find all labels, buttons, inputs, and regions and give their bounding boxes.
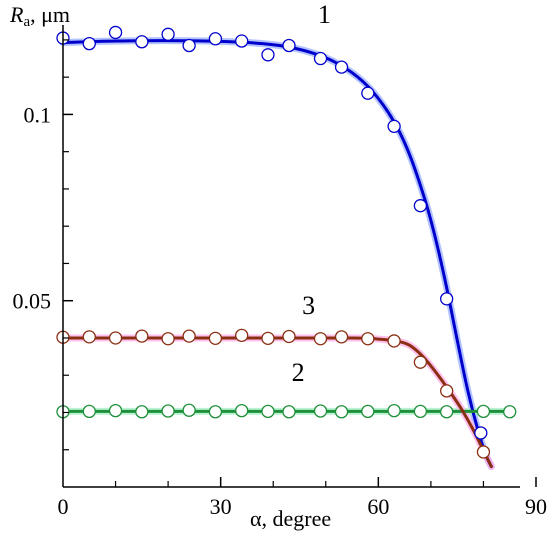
series-3-glow bbox=[59, 334, 495, 471]
series-3-point-10 bbox=[313, 332, 328, 346]
series-3-point-13 bbox=[387, 334, 401, 348]
series-2-label: 2 bbox=[292, 358, 305, 387]
data-points bbox=[56, 25, 517, 459]
series-3-point-8 bbox=[261, 331, 275, 345]
series-1-label: 1 bbox=[318, 0, 331, 29]
series-1-point-3 bbox=[135, 35, 149, 49]
series-3-point-5 bbox=[182, 329, 196, 343]
curve-glow-layer bbox=[59, 37, 514, 471]
x-axis-title: α, degree bbox=[250, 506, 331, 531]
series-3-point-6 bbox=[208, 331, 223, 345]
series-2-point-10 bbox=[313, 404, 328, 418]
series-2-point-3 bbox=[135, 405, 149, 419]
series-1-point-9 bbox=[282, 38, 296, 53]
series-2-point-7 bbox=[235, 403, 249, 418]
series-1-point-12 bbox=[361, 86, 375, 100]
series-3-point-9 bbox=[282, 329, 296, 344]
curve-labels: 1 2 3 bbox=[292, 0, 331, 387]
y-axis-title-sub: a bbox=[23, 14, 30, 30]
y-axis-title: Ra, μm bbox=[9, 2, 70, 30]
series-3-point-7 bbox=[235, 328, 249, 343]
y-tick-label-0.05: 0.05 bbox=[13, 289, 52, 314]
ticks: 0 30 60 90 0.05 0.1 bbox=[13, 39, 547, 519]
series-3-curve bbox=[61, 336, 493, 469]
series-3-point-15 bbox=[440, 384, 454, 398]
series-1-curve bbox=[61, 39, 493, 469]
series-2-point-12 bbox=[361, 404, 375, 419]
series-1-point-6 bbox=[208, 32, 223, 46]
x-tick-label-0: 0 bbox=[58, 494, 69, 519]
series-3-label: 3 bbox=[302, 291, 315, 320]
y-axis-title-unit: , μm bbox=[30, 2, 70, 27]
series-1-point-11 bbox=[334, 60, 349, 74]
series-2-point-13 bbox=[387, 403, 401, 418]
series-1-point-15 bbox=[440, 292, 454, 306]
x-tick-label-90: 90 bbox=[525, 494, 547, 519]
y-tick-label-0.1: 0.1 bbox=[24, 102, 52, 127]
series-1-point-4 bbox=[161, 27, 175, 41]
series-1-point-7 bbox=[235, 34, 249, 48]
series-3-point-16 bbox=[476, 445, 491, 459]
series-1-point-10 bbox=[313, 51, 328, 66]
y-axis-title-main: R bbox=[9, 2, 24, 27]
series-3-point-2 bbox=[108, 331, 123, 345]
series-2-point-5 bbox=[182, 403, 196, 417]
series-2-point-8 bbox=[261, 404, 275, 419]
series-1-point-13 bbox=[387, 119, 401, 133]
series-2-point-17 bbox=[503, 405, 517, 419]
series-1-point-14 bbox=[413, 199, 428, 213]
series-2-point-9 bbox=[282, 405, 296, 419]
series-1-point-1 bbox=[82, 36, 96, 51]
axes bbox=[62, 25, 520, 488]
series-3-point-3 bbox=[135, 329, 149, 343]
x-tick-label-30: 30 bbox=[210, 494, 232, 519]
series-2-point-4 bbox=[161, 404, 175, 418]
series-3-point-4 bbox=[161, 332, 175, 346]
series-1-point-8 bbox=[261, 48, 275, 62]
series-1-point-16 bbox=[474, 426, 488, 440]
series-3-point-1 bbox=[82, 330, 96, 344]
series-2-point-16 bbox=[476, 404, 491, 419]
series-2-point-6 bbox=[208, 405, 223, 419]
series-2-point-15 bbox=[440, 405, 454, 419]
fit-curves bbox=[61, 39, 512, 469]
series-1-point-2 bbox=[108, 25, 123, 40]
series-3-point-11 bbox=[334, 330, 349, 344]
series-1-point-5 bbox=[182, 38, 196, 53]
series-2-point-11 bbox=[334, 405, 349, 419]
series-2-point-14 bbox=[413, 404, 428, 419]
series-2-point-1 bbox=[82, 404, 96, 419]
x-tick-label-60: 60 bbox=[367, 494, 389, 519]
series-3-point-12 bbox=[361, 332, 375, 346]
series-2-point-2 bbox=[108, 403, 123, 418]
series-1-glow bbox=[59, 37, 495, 471]
series-3-point-14 bbox=[413, 355, 428, 369]
